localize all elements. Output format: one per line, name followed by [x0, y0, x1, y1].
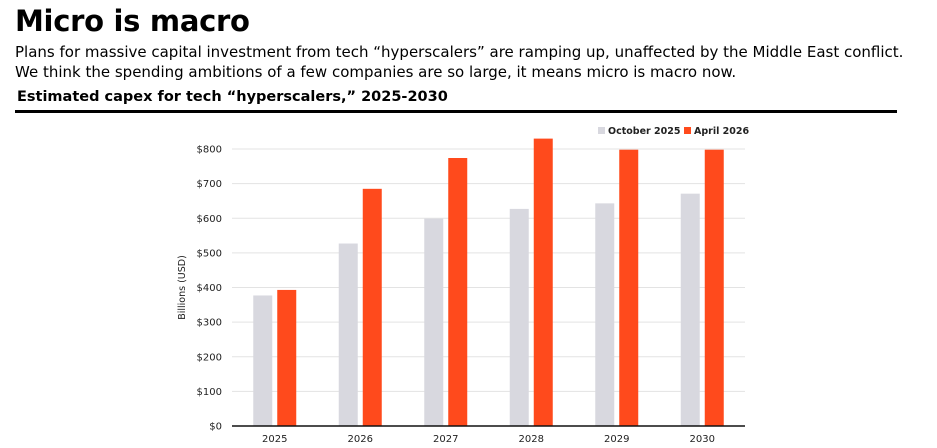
- bar-october-2025-2027: [424, 218, 444, 426]
- legend: October 2025 April 2026: [598, 126, 749, 137]
- heading-rule: [15, 110, 897, 113]
- x-tick-label: 2027: [433, 434, 458, 445]
- bar-october-2025-2026: [338, 243, 358, 426]
- y-tick-label: $500: [197, 248, 222, 259]
- y-tick-label: $200: [197, 352, 222, 363]
- bar-april-2026-2030: [704, 149, 724, 426]
- chart-heading: Estimated capex for tech “hyperscalers,”…: [17, 89, 448, 105]
- y-tick-label: $0: [209, 422, 222, 433]
- bar-april-2026-2026: [362, 188, 382, 426]
- x-tick-label: 2028: [519, 434, 544, 445]
- y-tick-label: $800: [197, 145, 222, 156]
- legend-label: October 2025: [608, 126, 680, 137]
- axes: $0 $100 $200 $300 $400 $500 $600 $700 $800 2025 20…: [177, 145, 745, 445]
- bar-october-2025-2029: [595, 203, 615, 426]
- gridlines: [232, 148, 745, 392]
- x-tick-label: 2030: [690, 434, 715, 445]
- page-subtitle: Plans for massive capital investment fro…: [15, 43, 904, 81]
- bar-october-2025-2028: [509, 208, 529, 426]
- bar-april-2026-2027: [448, 158, 468, 426]
- legend-swatch-april-2026: [684, 127, 691, 134]
- y-tick-label: $300: [197, 318, 222, 329]
- y-tick-label: $400: [197, 283, 222, 294]
- bar-october-2025-2030: [680, 193, 700, 426]
- y-tick-label: $600: [197, 214, 222, 225]
- bar-october-2025-2025: [253, 295, 273, 426]
- x-tick-label: 2029: [604, 434, 629, 445]
- y-tick-label: $700: [197, 179, 222, 190]
- x-tick-label: 2026: [348, 434, 373, 445]
- bar-april-2026-2028: [533, 138, 553, 427]
- page-title: Micro is macro: [15, 4, 250, 38]
- y-tick-label: $100: [197, 387, 222, 398]
- legend-swatch-october-2025: [598, 127, 605, 134]
- bars: [253, 138, 724, 427]
- x-tick-label: 2025: [262, 434, 287, 445]
- legend-label: April 2026: [694, 126, 749, 137]
- bar-april-2026-2029: [619, 149, 639, 426]
- bar-april-2026-2025: [277, 289, 297, 426]
- y-axis-title: Billions (USD): [177, 255, 188, 320]
